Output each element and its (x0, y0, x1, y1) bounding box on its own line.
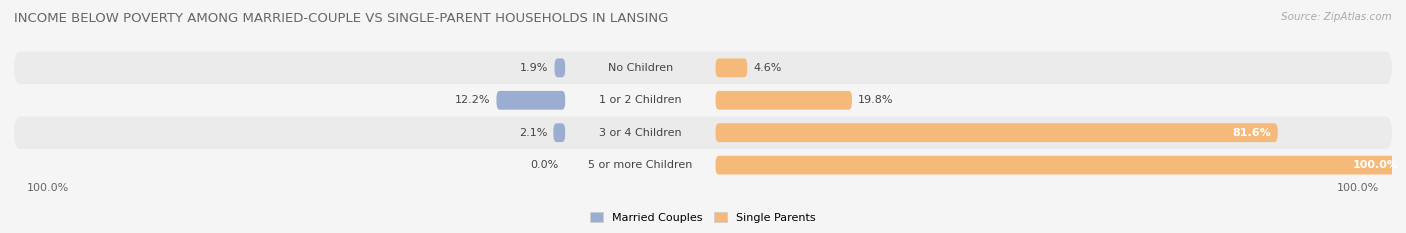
Text: Source: ZipAtlas.com: Source: ZipAtlas.com (1281, 12, 1392, 22)
Text: INCOME BELOW POVERTY AMONG MARRIED-COUPLE VS SINGLE-PARENT HOUSEHOLDS IN LANSING: INCOME BELOW POVERTY AMONG MARRIED-COUPL… (14, 12, 668, 25)
Text: 100.0%: 100.0% (27, 183, 69, 193)
Text: No Children: No Children (607, 63, 673, 73)
FancyBboxPatch shape (14, 149, 1392, 181)
Text: 1 or 2 Children: 1 or 2 Children (599, 95, 682, 105)
FancyBboxPatch shape (554, 58, 565, 77)
Text: 4.6%: 4.6% (754, 63, 782, 73)
FancyBboxPatch shape (496, 91, 565, 110)
Text: 100.0%: 100.0% (1337, 183, 1379, 193)
FancyBboxPatch shape (716, 156, 1405, 175)
Text: 2.1%: 2.1% (519, 128, 547, 138)
Text: 12.2%: 12.2% (454, 95, 491, 105)
Text: 3 or 4 Children: 3 or 4 Children (599, 128, 682, 138)
FancyBboxPatch shape (14, 116, 1392, 149)
FancyBboxPatch shape (554, 123, 565, 142)
Text: 19.8%: 19.8% (858, 95, 894, 105)
FancyBboxPatch shape (716, 91, 852, 110)
Text: 100.0%: 100.0% (1353, 160, 1398, 170)
FancyBboxPatch shape (14, 52, 1392, 84)
FancyBboxPatch shape (716, 58, 747, 77)
Legend: Married Couples, Single Parents: Married Couples, Single Parents (591, 212, 815, 223)
FancyBboxPatch shape (716, 123, 1278, 142)
FancyBboxPatch shape (14, 84, 1392, 116)
Text: 5 or more Children: 5 or more Children (588, 160, 693, 170)
Text: 1.9%: 1.9% (520, 63, 548, 73)
Text: 0.0%: 0.0% (530, 160, 560, 170)
Text: 81.6%: 81.6% (1233, 128, 1271, 138)
